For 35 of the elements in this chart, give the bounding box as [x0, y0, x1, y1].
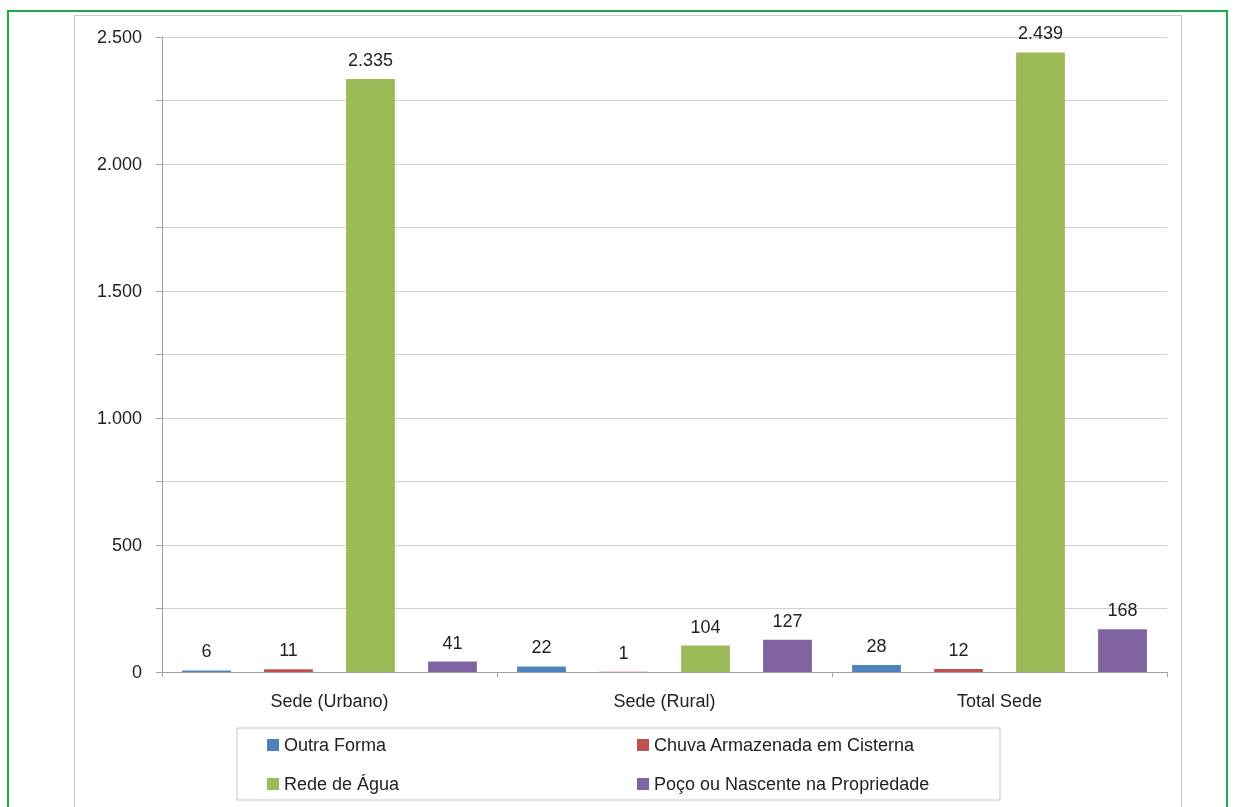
bar	[681, 645, 730, 672]
legend-label: Outra Forma	[284, 735, 388, 755]
data-label: 6	[201, 641, 212, 662]
bar	[1098, 629, 1147, 672]
data-label: 22	[531, 637, 552, 658]
bar	[763, 639, 812, 672]
x-tick-label: Total Sede	[956, 691, 1043, 711]
bar	[428, 661, 477, 672]
x-tick-label: Sede (Urbano)	[270, 691, 389, 711]
data-label: 168	[1107, 600, 1138, 621]
y-tick-label: 1.500	[96, 281, 142, 301]
bar	[517, 666, 566, 672]
bar	[852, 664, 901, 672]
y-tick-label: 2.000	[96, 154, 142, 174]
data-label: 11	[279, 640, 298, 661]
bar	[264, 669, 313, 672]
y-tick-label: 500	[111, 535, 142, 555]
data-label: 28	[866, 635, 887, 656]
data-label: 127	[772, 610, 803, 631]
y-tick-label: 0	[131, 662, 142, 682]
bar	[346, 78, 395, 672]
legend-label: Chuva Armazenada em Cisterna	[654, 735, 916, 755]
data-label: 12	[948, 639, 969, 660]
y-tick-label: 2.500	[96, 27, 142, 47]
legend-label: Rede de Água	[284, 774, 401, 794]
data-label: 2.335	[347, 49, 394, 70]
data-label: 104	[690, 616, 721, 637]
data-label: 2.439	[1017, 23, 1064, 44]
y-tick-label: 1.000	[96, 408, 142, 428]
x-tick-label: Sede (Rural)	[613, 691, 716, 711]
bar	[934, 668, 983, 672]
data-label: 1	[618, 642, 629, 663]
data-label: 41	[442, 632, 463, 653]
legend-label: Poço ou Nascente na Propriedade	[654, 774, 930, 794]
bar	[1016, 52, 1065, 672]
